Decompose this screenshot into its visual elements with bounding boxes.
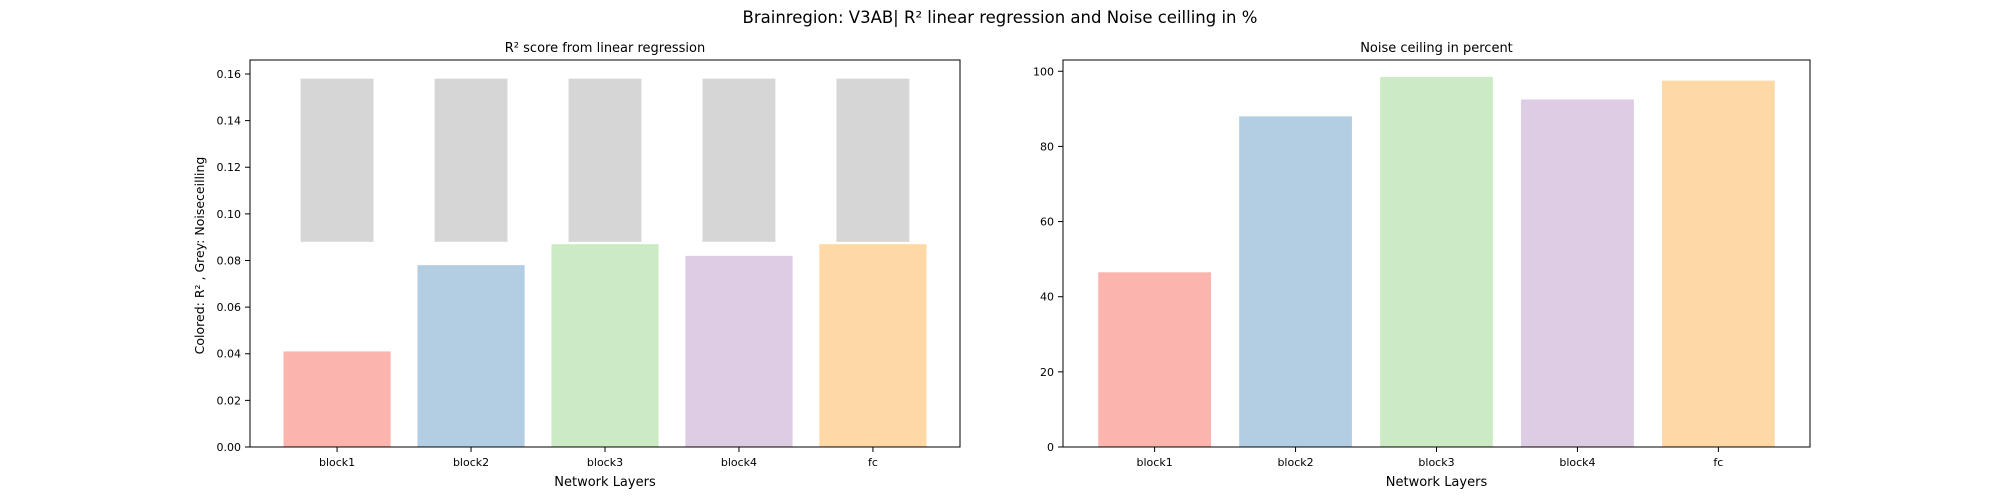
bar-block4 [1521,99,1634,448]
x-tick-label: block2 [453,456,489,469]
bar-block1 [1098,272,1211,447]
x-tick-label: block4 [1559,456,1595,469]
bar-noise-block2 [434,78,508,242]
x-tick-label: block3 [587,456,623,469]
y-tick-label: 0.06 [217,301,242,314]
y-tick-label: 0.00 [217,441,242,454]
x-tick-label: block4 [721,456,757,469]
y-tick-label: 0.02 [217,394,242,407]
y-tick-label: 60 [1040,216,1054,229]
y-tick-label: 0.16 [217,68,242,81]
x-tick-label: block2 [1277,456,1313,469]
y-tick-label: 0.14 [217,115,242,128]
subplot-title: Noise ceiling in percent [1360,41,1513,56]
bar-r2-block3 [551,244,659,447]
figure-title: Brainregion: V3AB| R² linear regression … [742,8,1258,27]
y-tick-label: 100 [1033,65,1054,78]
x-tick-label: block1 [1137,456,1173,469]
bar-r2-block4 [685,255,793,447]
y-tick-label: 40 [1040,291,1054,304]
bar-noise-block4 [702,78,776,242]
x-tick-label: fc [1713,456,1723,469]
subplot-title: R² score from linear regression [505,41,705,56]
y-tick-label: 0.10 [217,208,242,221]
bar-r2-block1 [283,351,391,447]
bar-r2-fc [819,244,927,447]
x-tick-label: fc [868,456,878,469]
bar-noise-fc [836,78,910,242]
x-axis-label: Network Layers [554,475,656,490]
x-tick-label: block3 [1418,456,1454,469]
y-tick-label: 0.08 [217,254,242,267]
bar-noise-block3 [568,78,642,242]
y-tick-label: 0.12 [217,161,242,174]
y-tick-label: 0.04 [217,348,242,361]
x-tick-label: block1 [319,456,355,469]
bar-r2-block2 [417,265,525,447]
bar-fc [1662,80,1775,448]
bar-noise-block1 [300,78,374,242]
y-tick-label: 0 [1047,441,1054,454]
y-axis-label: Colored: R² , Grey: Noiseceilling [192,157,207,355]
y-tick-label: 80 [1040,140,1054,153]
y-tick-label: 20 [1040,366,1054,379]
x-axis-label: Network Layers [1386,475,1488,490]
bar-block2 [1239,116,1352,447]
bar-block3 [1380,76,1493,447]
